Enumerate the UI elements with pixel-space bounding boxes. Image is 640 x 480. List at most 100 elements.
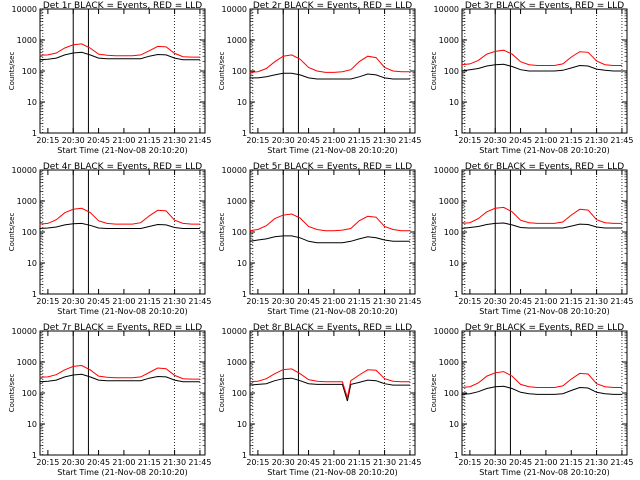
chart-panel-6: Det 6r BLACK = Events, RED = LLD 1 10 100 10… <box>430 162 633 316</box>
x-tick-label: 21:15 <box>138 458 161 467</box>
x-tick-label: 20:45 <box>87 297 110 306</box>
x-axis-label: Start Time (21-Nov-08 20:10:20) <box>479 146 609 155</box>
plot-frame <box>39 8 206 134</box>
y-tick-label: 10 <box>237 98 247 107</box>
x-tick-label: 21:45 <box>188 458 211 467</box>
x-tick-label: 20:45 <box>87 136 110 145</box>
x-tick-label: 20:45 <box>87 458 110 467</box>
y-tick-label: 10000 <box>434 327 459 336</box>
y-axis-label: Counts/sec <box>218 52 226 91</box>
lld-series-line <box>39 43 200 58</box>
chart-panel-5: Det 5r BLACK = Events, RED = LLD 1 10 100 10… <box>218 162 421 316</box>
y-tick-label: 1000 <box>227 197 247 206</box>
plot-frame <box>249 169 416 295</box>
y-tick-label: 1000 <box>17 36 37 45</box>
x-tick-label: 20:45 <box>297 297 320 306</box>
y-tick-label: 1 <box>242 129 247 138</box>
events-series-line <box>39 222 200 229</box>
y-tick-label: 1 <box>32 129 37 138</box>
chart-panel-7: Det 7r BLACK = Events, RED = LLD 1 10 100 10… <box>8 323 211 477</box>
x-tick-label: 20:15 <box>246 458 269 467</box>
y-tick-label: 10000 <box>12 327 37 336</box>
x-axis-label: Start Time (21-Nov-08 20:10:20) <box>267 307 397 316</box>
y-tick-label: 10 <box>449 259 459 268</box>
chart-title: Det 9r BLACK = Events, RED = LLD <box>465 323 624 333</box>
chart-panel-8: Det 8r BLACK = Events, RED = LLD 1 10 100 10… <box>218 323 421 477</box>
events-series-line <box>249 72 410 80</box>
x-tick-label: 21:15 <box>348 136 371 145</box>
x-tick-label: 20:30 <box>272 136 295 145</box>
x-tick-label: 20:15 <box>458 136 481 145</box>
x-tick-label: 21:15 <box>560 458 583 467</box>
y-tick-label: 100 <box>232 389 247 398</box>
plot-frame <box>249 330 416 456</box>
x-axis-label: Start Time (21-Nov-08 20:10:20) <box>57 468 187 477</box>
y-tick-label: 100 <box>232 228 247 237</box>
x-tick-label: 21:30 <box>373 136 396 145</box>
y-tick-label: 1 <box>242 451 247 460</box>
x-tick-label: 21:45 <box>398 458 421 467</box>
x-tick-label: 21:15 <box>348 458 371 467</box>
x-tick-label: 20:15 <box>36 458 59 467</box>
plot-frame <box>249 8 416 134</box>
y-tick-label: 100 <box>444 67 459 76</box>
y-tick-label: 100 <box>22 67 37 76</box>
x-tick-label: 21:30 <box>373 297 396 306</box>
lld-series-line <box>39 364 200 380</box>
chart-panel-4: Det 4r BLACK = Events, RED = LLD 1 10 100 10… <box>8 162 211 316</box>
x-tick-label: 21:00 <box>112 458 135 467</box>
y-tick-label: 100 <box>22 389 37 398</box>
y-tick-label: 1000 <box>17 358 37 367</box>
x-tick-label: 21:30 <box>585 136 608 145</box>
x-tick-label: 21:45 <box>610 136 633 145</box>
y-tick-label: 10 <box>237 259 247 268</box>
x-tick-label: 21:00 <box>112 297 135 306</box>
x-tick-label: 20:15 <box>246 297 269 306</box>
y-tick-label: 10000 <box>222 5 247 14</box>
y-tick-label: 1000 <box>227 36 247 45</box>
x-tick-label: 21:30 <box>585 297 608 306</box>
y-tick-label: 1000 <box>17 197 37 206</box>
y-tick-label: 10000 <box>222 327 247 336</box>
x-tick-label: 21:00 <box>322 136 345 145</box>
chart-panel-3: Det 3r BLACK = Events, RED = LLD 1 10 100 10… <box>430 1 633 155</box>
x-tick-label: 21:45 <box>610 458 633 467</box>
y-axis-label: Counts/sec <box>8 213 16 252</box>
x-tick-label: 21:00 <box>112 136 135 145</box>
y-tick-label: 10000 <box>434 166 459 175</box>
y-tick-label: 100 <box>232 67 247 76</box>
x-tick-label: 20:30 <box>62 136 85 145</box>
x-axis-label: Start Time (21-Nov-08 20:10:20) <box>267 146 397 155</box>
x-axis-label: Start Time (21-Nov-08 20:10:20) <box>479 307 609 316</box>
y-tick-label: 1 <box>32 451 37 460</box>
chart-title: Det 7r BLACK = Events, RED = LLD <box>43 323 202 333</box>
y-tick-label: 10000 <box>222 166 247 175</box>
y-tick-label: 10 <box>237 420 247 429</box>
y-axis-label: Counts/sec <box>218 374 226 413</box>
x-tick-label: 21:30 <box>163 136 186 145</box>
x-tick-label: 21:15 <box>560 136 583 145</box>
chart-panel-2: Det 2r BLACK = Events, RED = LLD 1 10 100 10… <box>218 1 421 155</box>
lld-series-line <box>39 207 200 225</box>
x-tick-label: 21:15 <box>138 136 161 145</box>
y-tick-label: 10 <box>27 259 37 268</box>
y-tick-label: 1000 <box>439 36 459 45</box>
y-tick-label: 1 <box>32 290 37 299</box>
x-tick-label: 21:00 <box>534 136 557 145</box>
x-axis-label: Start Time (21-Nov-08 20:10:20) <box>267 468 397 477</box>
x-tick-label: 21:15 <box>560 297 583 306</box>
x-tick-label: 20:30 <box>62 297 85 306</box>
lld-series-line <box>249 368 410 398</box>
y-tick-label: 10000 <box>12 5 37 14</box>
x-tick-label: 20:30 <box>484 458 507 467</box>
x-tick-label: 21:45 <box>398 297 421 306</box>
x-axis-label: Start Time (21-Nov-08 20:10:20) <box>57 146 187 155</box>
x-tick-label: 20:30 <box>484 297 507 306</box>
x-tick-label: 20:45 <box>509 297 532 306</box>
y-axis-label: Counts/sec <box>430 213 438 252</box>
events-series-line <box>249 377 410 402</box>
x-tick-label: 21:15 <box>138 297 161 306</box>
x-tick-label: 20:30 <box>62 458 85 467</box>
y-axis-label: Counts/sec <box>430 374 438 413</box>
